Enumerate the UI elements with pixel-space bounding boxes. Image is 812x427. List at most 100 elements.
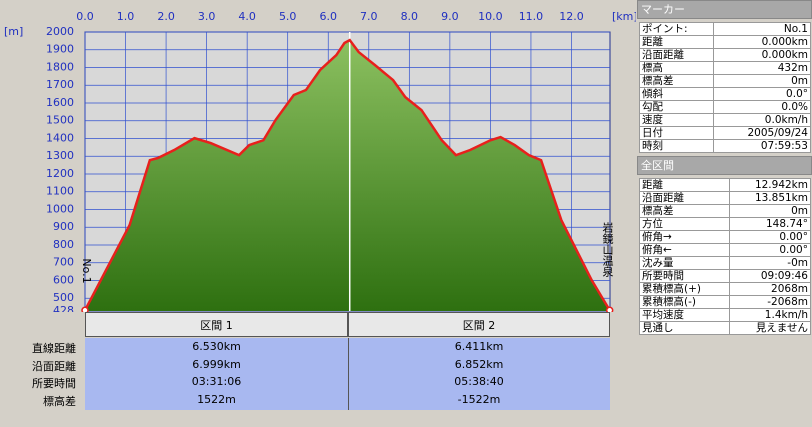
y-unit: [m] — [4, 25, 23, 38]
row-label: 直線距離 — [32, 342, 76, 355]
y-tick-label: 1100 — [46, 185, 74, 198]
cell: 05:38:40 — [454, 375, 504, 388]
cell: 6.411km — [454, 340, 504, 353]
key: 日付 — [638, 126, 715, 140]
key: 時刻 — [638, 139, 715, 153]
value: 2005/09/24 — [713, 126, 811, 140]
key: 俯角← — [639, 243, 730, 257]
y-tick-label: 1800 — [46, 60, 74, 73]
row-label: 沿面距離 — [32, 359, 76, 373]
row-label: 標高差 — [43, 394, 76, 408]
x-tick-label: 2.0 — [157, 10, 175, 23]
y-tick-label: 1300 — [46, 149, 74, 162]
value: No.1 — [713, 22, 811, 36]
key: 速度 — [638, 113, 715, 127]
value: -0m — [728, 256, 812, 270]
value: 2068m — [728, 282, 812, 296]
y-tick-label: 2000 — [46, 25, 74, 38]
kv-row: 俯角→ 0.00° — [639, 230, 812, 244]
section-header: 区間 2 — [348, 312, 610, 337]
value: 148.74° — [728, 217, 812, 231]
kv-row: 標高 432m — [638, 61, 811, 75]
section-body — [85, 338, 610, 410]
key: 沿面距離 — [639, 191, 730, 205]
cell: 6.530km — [192, 340, 241, 353]
x-tick-label: 12.0 — [559, 10, 584, 23]
end-label: 岩鏡山温泉 — [601, 221, 614, 277]
key: 標高差 — [638, 74, 715, 88]
key: 累積標高(-) — [639, 295, 730, 309]
x-tick-label: 10.0 — [478, 10, 503, 23]
x-tick-label: 0.0 — [76, 10, 94, 23]
kv-row: 沿面距離 13.851km — [639, 191, 812, 205]
y-tick-label: 1400 — [46, 131, 74, 144]
y-tick-label: 500 — [53, 291, 74, 304]
key: 標高差 — [639, 204, 730, 218]
kv-row: 沿面距離 0.000km — [638, 48, 811, 62]
value: 0.0km/h — [713, 113, 811, 127]
y-tick-label: 900 — [53, 220, 74, 233]
section-header: 区間 1 — [85, 312, 348, 337]
key: 所要時間 — [639, 269, 730, 283]
x-tick-label: 5.0 — [279, 10, 297, 23]
kv-row: 沈み量 -0m — [639, 256, 812, 270]
kv-row: 累積標高(-) -2068m — [639, 295, 812, 309]
kv-row: ポイント: No.1 — [638, 22, 811, 36]
side-panel: マーカー ポイント: No.1 距離 0.000km 沿面距離 0.000km 標高 432m… — [637, 0, 812, 427]
area-fill — [85, 40, 610, 311]
kv-row: 距離 0.000km — [638, 35, 811, 49]
x-unit: [km] — [612, 10, 636, 23]
value: 見えません — [728, 321, 812, 335]
y-tick-label: 1900 — [46, 43, 74, 56]
cell: -1522m — [457, 392, 501, 406]
panel-title: 全区間 — [637, 156, 812, 175]
x-tick-label: 7.0 — [360, 10, 378, 23]
key: 沈み量 — [639, 256, 730, 270]
x-tick-label: 1.0 — [117, 10, 135, 23]
x-tick-label: 8.0 — [401, 10, 419, 23]
kv-row: 累積標高(+) 2068m — [639, 282, 812, 296]
y-tick-label: 1600 — [46, 96, 74, 109]
kv-row: 標高差 0m — [638, 74, 811, 88]
x-tick-label: 4.0 — [238, 10, 256, 23]
x-tick-label: 11.0 — [519, 10, 544, 23]
kv-row: 傾斜 0.0° — [638, 87, 811, 101]
x-tick-label: 6.0 — [319, 10, 337, 23]
kv-row: 平均速度 1.4km/h — [639, 308, 812, 322]
value: 0.00° — [728, 230, 812, 244]
kv-row: 速度 0.0km/h — [638, 113, 811, 127]
key: 見通し — [639, 321, 730, 335]
key: 勾配 — [638, 100, 715, 114]
value: 0.00° — [728, 243, 812, 257]
x-tick-label: 9.0 — [441, 10, 459, 23]
key: 距離 — [638, 35, 715, 49]
value: 0.000km — [713, 35, 811, 49]
kv-row: 距離 12.942km — [639, 178, 812, 192]
key: 距離 — [639, 178, 730, 192]
value: 0.0° — [713, 87, 811, 101]
marker-table: ポイント: No.1 距離 0.000km 沿面距離 0.000km 標高 432m 標高差 0m… — [638, 22, 811, 153]
key: 平均速度 — [639, 308, 730, 322]
cell: 1522m — [197, 392, 236, 406]
key: 沿面距離 — [638, 48, 715, 62]
section-divider — [348, 338, 349, 410]
key: 累積標高(+) — [639, 282, 730, 296]
kv-row: 俯角← 0.00° — [639, 243, 812, 257]
value: 0m — [728, 204, 812, 218]
value: 12.942km — [728, 178, 812, 192]
x-tick-label: 3.0 — [198, 10, 216, 23]
kv-row: 標高差 0m — [639, 204, 812, 218]
cell: 03:31:06 — [191, 375, 242, 388]
kv-row: 勾配 0.0% — [638, 100, 811, 114]
kv-row: 時刻 07:59:53 — [638, 139, 811, 153]
value: 432m — [713, 61, 811, 75]
y-tick-label: 1000 — [46, 202, 74, 215]
kv-row: 所要時間 09:09:46 — [639, 269, 812, 283]
kv-row: 方位 148.74° — [639, 217, 812, 231]
y-tick-label: 1200 — [46, 167, 74, 180]
y-tick-label: 428 — [53, 304, 74, 312]
key: 方位 — [639, 217, 730, 231]
kv-row: 日付 2005/09/24 — [638, 126, 811, 140]
